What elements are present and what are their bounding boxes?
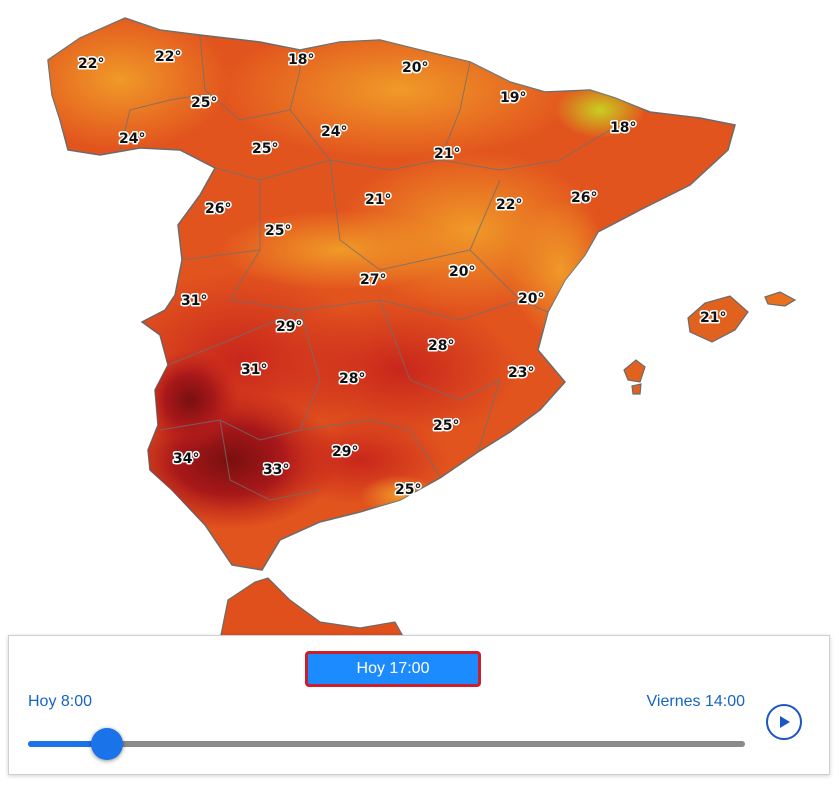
temp-label: 20° <box>402 60 428 76</box>
timeline-start-label: Hoy 8:00 <box>28 693 93 710</box>
timeline-slider-track[interactable] <box>28 741 745 747</box>
temp-label: 26° <box>571 190 597 206</box>
timeline-slider-handle[interactable] <box>90 728 123 760</box>
temp-label: 31° <box>181 293 207 309</box>
temp-label: 18° <box>610 120 636 136</box>
timeline-panel: Hoy 17:00 Hoy 8:00 Viernes 14:00 <box>8 635 830 775</box>
temp-label: 27° <box>360 272 386 288</box>
temp-label: 25° <box>252 141 278 157</box>
temp-label: 29° <box>276 319 302 335</box>
play-button[interactable] <box>766 704 802 740</box>
temp-label: 29° <box>332 444 358 460</box>
temp-label: 25° <box>191 95 217 111</box>
temp-label: 34° <box>173 451 199 467</box>
temperature-labels: 22° 22° 18° 20° 25° 24° 19° 18° 25° 24° … <box>77 48 728 500</box>
temp-label: 25° <box>395 482 421 498</box>
temp-label: 19° <box>500 90 526 106</box>
temp-label: 26° <box>205 201 231 217</box>
temp-label: 18° <box>288 52 314 68</box>
temp-label: 24° <box>321 124 347 140</box>
temp-label: 21° <box>365 192 391 208</box>
temp-label: 23° <box>508 365 534 381</box>
temp-label: 31° <box>241 362 267 378</box>
heat-overlay <box>48 18 645 530</box>
current-time-label[interactable]: Hoy 17:00 <box>305 651 481 687</box>
temp-label: 28° <box>339 371 365 387</box>
timeline-slider-fill <box>28 741 107 747</box>
mallorca-shape <box>687 295 749 343</box>
temperature-map: 22° 22° 18° 20° 25° 24° 19° 18° 25° 24° … <box>47 17 797 640</box>
temp-label: 22° <box>155 49 181 65</box>
temp-label: 20° <box>518 291 544 307</box>
play-icon <box>780 716 790 728</box>
temp-label: 24° <box>119 131 145 147</box>
ibiza-shape <box>623 359 646 383</box>
formentera-shape <box>631 383 642 395</box>
menorca-shape <box>764 291 797 307</box>
temp-label: 20° <box>449 264 475 280</box>
temp-label: 22° <box>78 56 104 72</box>
temp-label: 25° <box>433 418 459 434</box>
province-borders <box>119 34 611 501</box>
temp-label: 28° <box>428 338 454 354</box>
temp-label: 21° <box>700 310 726 326</box>
temp-label: 22° <box>496 197 522 213</box>
temp-label: 33° <box>263 462 289 478</box>
temp-label: 21° <box>434 146 460 162</box>
temp-label: 25° <box>265 223 291 239</box>
timeline-end-label: Viernes 14:00 <box>646 693 745 710</box>
africa-shape <box>219 577 406 640</box>
